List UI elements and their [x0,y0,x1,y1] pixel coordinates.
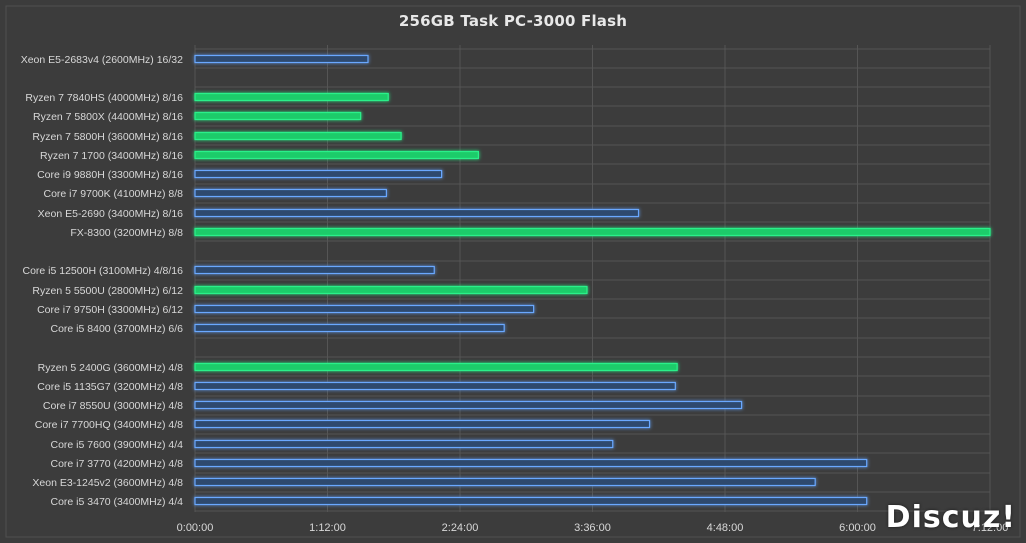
x-tick-label: 3:36:00 [574,522,611,534]
bar [194,400,743,410]
x-tick-label: 7:12:00 [972,522,1009,534]
category-label: Core i7 9700K (4100MHz) 8/8 [44,188,184,200]
bar [194,131,402,141]
category-label: Core i7 8550U (3000MHz) 4/8 [43,400,183,412]
bar [194,150,480,160]
bar [194,477,816,487]
x-tick-label: 1:12:00 [309,522,346,534]
chart-title: 256GB Task PC-3000 Flash [398,12,628,30]
bar [194,323,505,333]
x-tick-label: 0:00:00 [177,522,214,534]
bar [194,265,435,275]
category-label: Core i5 7600 (3900MHz) 4/4 [51,439,184,451]
x-tick-label: 4:48:00 [707,522,744,534]
category-label: Xeon E3-1245v2 (3600MHz) 4/8 [32,477,183,489]
bar [194,304,535,314]
category-label: Core i5 3470 (3400MHz) 4/4 [51,496,184,508]
bar [194,92,389,102]
watermark-logo: Discuz! [885,500,1016,535]
category-label: Ryzen 7 5800H (3600MHz) 8/16 [32,131,183,143]
x-tick-label: 2:24:00 [442,522,479,534]
bar [194,169,443,179]
category-label: Core i5 12500H (3100MHz) 4/8/16 [22,265,183,277]
chart-frame [5,5,1021,538]
category-label: Core i5 1135G7 (3200MHz) 4/8 [37,381,183,393]
bar [194,362,678,372]
category-label: FX-8300 (3200MHz) 8/8 [70,227,183,239]
x-tick-label: 6:00:00 [839,522,876,534]
bar [194,208,640,218]
category-label: Core i7 3770 (4200MHz) 4/8 [51,458,184,470]
bar [194,54,369,64]
category-label: Core i7 7700HQ (3400MHz) 4/8 [35,419,183,431]
category-label: Core i7 9750H (3300MHz) 6/12 [37,304,183,316]
category-label: Xeon E5-2690 (3400MHz) 8/16 [38,208,183,220]
category-label: Ryzen 5 5500U (2800MHz) 6/12 [32,285,183,297]
bar [194,419,651,429]
category-label: Ryzen 7 1700 (3400MHz) 8/16 [40,150,183,162]
bar [194,227,991,237]
category-label: Ryzen 7 5800X (4400MHz) 8/16 [33,111,183,123]
category-label: Core i5 8400 (3700MHz) 6/6 [51,323,184,335]
category-label: Ryzen 7 7840HS (4000MHz) 8/16 [25,92,183,104]
category-label: Xeon E5-2683v4 (2600MHz) 16/32 [21,54,183,66]
category-label: Core i9 9880H (3300MHz) 8/16 [37,169,183,181]
bar [194,285,588,295]
bar [194,188,387,198]
category-label: Ryzen 5 2400G (3600MHz) 4/8 [38,362,183,374]
bar [194,496,868,506]
bar [194,111,362,121]
bar [194,439,614,449]
bar [194,458,868,468]
bar [194,381,676,391]
